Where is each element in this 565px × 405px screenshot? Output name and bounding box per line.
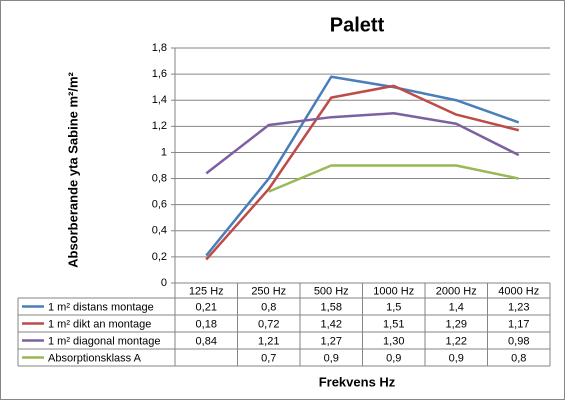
series-line	[205, 84, 520, 261]
y-tick-label: 0,6	[152, 199, 167, 211]
y-tick-label: 1,4	[152, 94, 167, 106]
y-tick-label: 1,8	[152, 42, 167, 54]
y-tick-label: 0	[161, 277, 167, 289]
table-value: 1,23	[508, 301, 529, 313]
table-value: 1,51	[383, 318, 404, 330]
table-value: 1,17	[508, 318, 529, 330]
y-tick-label: 1,2	[152, 120, 167, 132]
table-value: 0,7	[261, 352, 276, 364]
x-tick-label: 125 Hz	[189, 285, 224, 297]
table-value: 0,72	[258, 318, 279, 330]
y-axis-label: Absorberande yta Sabine m²/m²	[65, 71, 80, 267]
table-value: 0,8	[261, 301, 276, 313]
table-value: 1,27	[321, 335, 342, 347]
y-tick-label: 0,8	[152, 172, 167, 184]
x-axis-label: Frekvens Hz	[319, 374, 396, 389]
series-line	[205, 75, 520, 257]
series-line	[205, 112, 520, 175]
x-tick-label: 2000 Hz	[436, 285, 477, 297]
table-value: 0,9	[324, 352, 339, 364]
y-tick-label: 0,2	[152, 251, 167, 263]
y-tick-label: 0,4	[152, 225, 167, 237]
table-value: 1,42	[321, 318, 342, 330]
legend-label: 1 m² distans montage	[48, 301, 154, 313]
table-value: 1,29	[446, 318, 467, 330]
x-tick-label: 1000 Hz	[373, 285, 414, 297]
table-value: 1,58	[321, 301, 342, 313]
x-tick-label: 4000 Hz	[498, 285, 539, 297]
table-value: 0,9	[449, 352, 464, 364]
chart-title: Palett	[330, 14, 385, 36]
table-value: 0,18	[196, 318, 217, 330]
table-value: 1,21	[258, 335, 279, 347]
x-tick-label: 500 Hz	[314, 285, 349, 297]
table-value: 1,5	[386, 301, 401, 313]
x-tick-label: 250 Hz	[251, 285, 286, 297]
legend-label: 1 m² diagonal montage	[48, 335, 161, 347]
legend-label: 1 m² dikt an montage	[48, 318, 151, 330]
table-value: 0,84	[196, 335, 217, 347]
table-value: 1,22	[446, 335, 467, 347]
table-value: 0,8	[511, 352, 526, 364]
table-value: 1,4	[449, 301, 464, 313]
table-value: 1,30	[383, 335, 404, 347]
table-value: 0,21	[196, 301, 217, 313]
table-value: 0,9	[386, 352, 401, 364]
table-value: 0,98	[508, 335, 529, 347]
series-line	[268, 164, 520, 193]
legend-label: Absorptionsklass A	[48, 352, 142, 364]
y-tick-label: 1,6	[152, 68, 167, 80]
y-tick-label: 1	[161, 146, 167, 158]
